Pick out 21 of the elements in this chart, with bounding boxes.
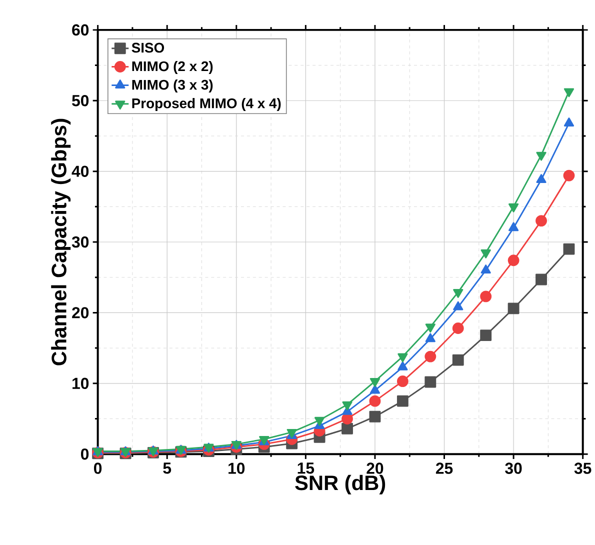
x-tick-label: 30 bbox=[505, 462, 522, 474]
x-tick-label: 35 bbox=[574, 462, 592, 474]
y-axis-title: Channel Capacity (Gbps) bbox=[51, 118, 71, 366]
x-tick-label: 10 bbox=[228, 462, 245, 474]
legend-label: SISO bbox=[132, 42, 164, 53]
y-tick-label: 60 bbox=[72, 24, 89, 36]
y-tick-label: 0 bbox=[81, 448, 89, 460]
legend-label: MIMO (2 x 2) bbox=[132, 61, 213, 74]
y-tick-label: 50 bbox=[72, 95, 89, 106]
x-tick-label: 5 bbox=[163, 462, 172, 474]
legend-label: MIMO (3 x 3) bbox=[132, 80, 213, 93]
y-tick-label: 10 bbox=[72, 378, 89, 390]
x-tick-label: 15 bbox=[298, 462, 314, 474]
legend-label: Proposed MIMO (4 x 4) bbox=[132, 98, 281, 112]
y-tick-label: 20 bbox=[72, 307, 89, 318]
x-axis-title: SNR (dB) bbox=[295, 474, 386, 494]
y-tick-label: 40 bbox=[72, 166, 89, 177]
x-tick-label: 0 bbox=[94, 462, 102, 474]
x-tick-label: 20 bbox=[366, 462, 384, 474]
y-tick-label: 30 bbox=[72, 236, 89, 248]
x-tick-label: 25 bbox=[436, 462, 453, 474]
